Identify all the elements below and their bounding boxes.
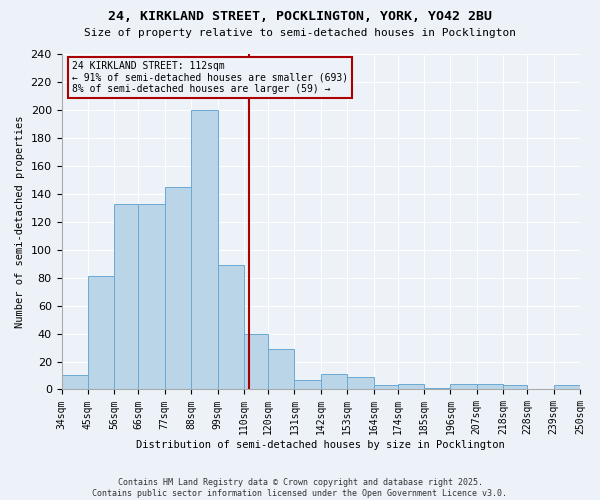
Bar — [295, 380, 321, 390]
Bar — [218, 265, 244, 390]
Text: 24 KIRKLAND STREET: 112sqm
← 91% of semi-detached houses are smaller (693)
8% of: 24 KIRKLAND STREET: 112sqm ← 91% of semi… — [72, 60, 348, 94]
Bar — [62, 376, 88, 390]
Bar — [165, 187, 191, 390]
Bar — [477, 384, 503, 390]
Bar — [374, 386, 398, 390]
Bar — [321, 374, 347, 390]
Text: 24, KIRKLAND STREET, POCKLINGTON, YORK, YO42 2BU: 24, KIRKLAND STREET, POCKLINGTON, YORK, … — [108, 10, 492, 23]
Bar — [191, 110, 218, 390]
Bar — [268, 349, 295, 390]
X-axis label: Distribution of semi-detached houses by size in Pocklington: Distribution of semi-detached houses by … — [136, 440, 505, 450]
Bar — [139, 204, 165, 390]
Bar — [503, 386, 527, 390]
Bar — [244, 334, 268, 390]
Bar — [451, 384, 477, 390]
Text: Size of property relative to semi-detached houses in Pocklington: Size of property relative to semi-detach… — [84, 28, 516, 38]
Bar — [115, 204, 139, 390]
Bar — [398, 384, 424, 390]
Bar — [88, 276, 115, 390]
Y-axis label: Number of semi-detached properties: Number of semi-detached properties — [15, 116, 25, 328]
Text: Contains HM Land Registry data © Crown copyright and database right 2025.
Contai: Contains HM Land Registry data © Crown c… — [92, 478, 508, 498]
Bar — [424, 388, 451, 390]
Bar — [347, 377, 374, 390]
Bar — [554, 386, 580, 390]
